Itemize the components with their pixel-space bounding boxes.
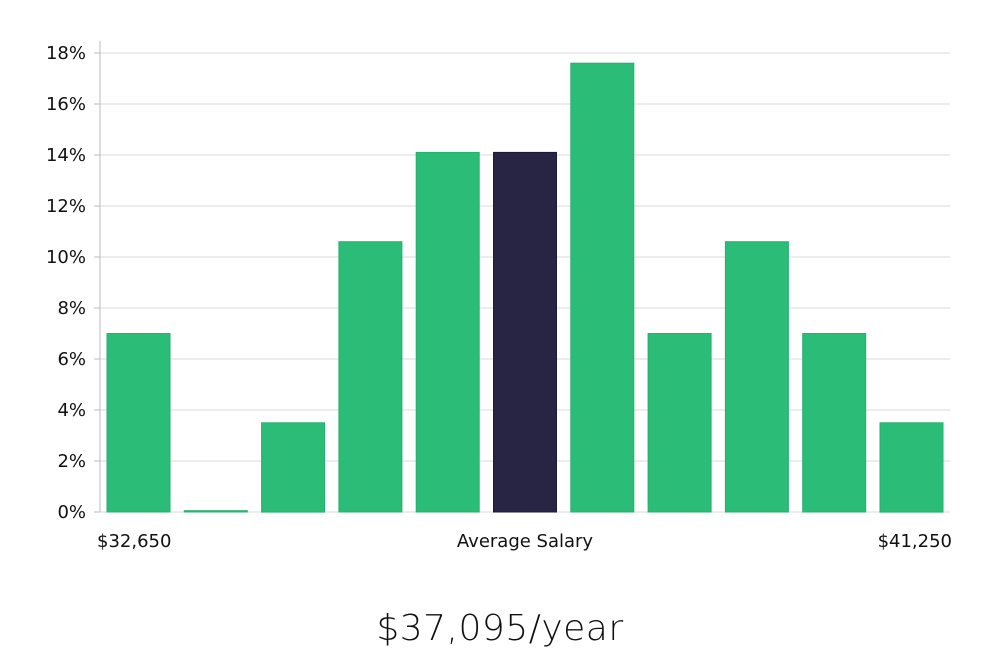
bar-3 [338,241,403,513]
average-salary-value: $37,095/year [376,608,624,649]
x-axis-right-label: $41,250 [878,531,952,552]
bar-6 [570,62,635,513]
y-tick-label-16: 16% [46,94,86,115]
x-axis-left-label: $32,650 [97,531,171,552]
y-tick-label-0: 0% [57,502,86,523]
y-tick-label-10: 10% [46,247,86,268]
y-tick-label-4: 4% [57,400,86,421]
bar-0 [106,333,171,513]
y-tick-label-2: 2% [57,451,86,472]
y-tick-label-12: 12% [46,196,86,217]
salary-histogram-chart: 0% 2% 4% 6% 8% 10% 12% 14% 16% 18% $32,650 Averag… [46,41,952,552]
bar-9 [802,333,867,513]
y-tick-label-8: 8% [57,298,86,319]
bar-7 [647,333,712,513]
y-tick-label-14: 14% [46,145,86,166]
bar-highlighted-average [493,151,557,513]
bar-8 [724,241,789,513]
y-tick-label-18: 18% [46,43,86,64]
y-axis-ticks: 0% 2% 4% 6% 8% 10% 12% 14% 16% 18% [46,43,100,523]
bars [106,62,944,513]
y-tick-label-6: 6% [57,349,86,370]
bar-2 [261,422,326,513]
bar-1 [183,510,248,513]
x-axis-center-label: Average Salary [457,531,594,552]
bar-10 [879,422,944,513]
bar-4 [415,151,480,513]
